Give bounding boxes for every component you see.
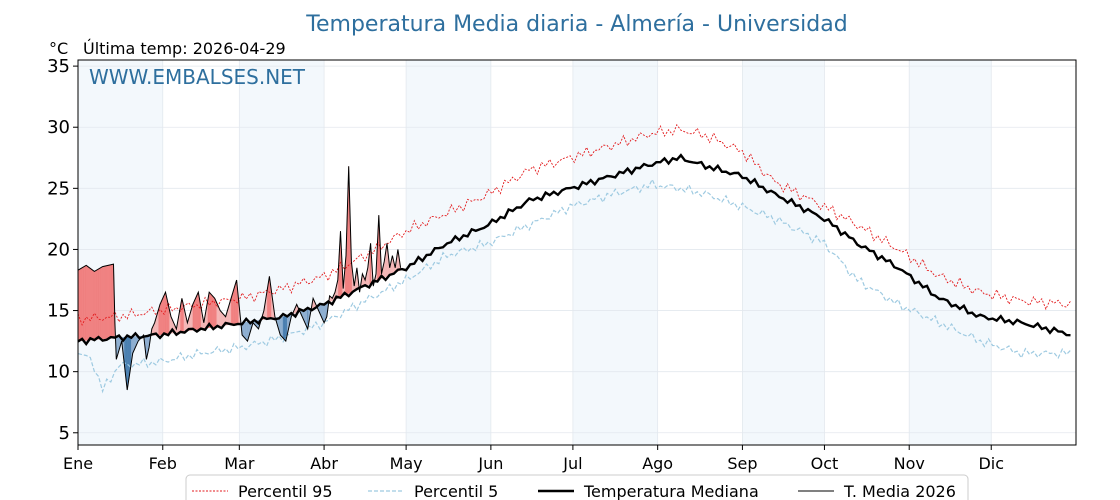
series-lines [77, 123, 1071, 394]
watermark: WWW.EMBALSES.NET [89, 65, 306, 89]
x-tick-label: Mar [224, 454, 255, 473]
x-axis: Ene Feb Mar Abr May Jun Jul Ago Sep Oct Nov Dic [63, 445, 1004, 473]
y-axis: 5 10 15 20 25 30 35 [47, 56, 78, 444]
x-tick-label: Sep [727, 454, 757, 473]
y-tick-label: 35 [47, 56, 70, 77]
x-tick-label: Dic [978, 454, 1004, 473]
legend-label: Percentil 95 [238, 482, 333, 500]
x-tick-label: Ene [63, 454, 93, 473]
month-band-May [406, 60, 491, 445]
x-tick-label: Ago [642, 454, 673, 473]
month-band-Ene [78, 60, 163, 445]
series-line-t-media-2026 [77, 166, 402, 391]
series-line-percentil-5 [77, 178, 1071, 394]
chart-title: Temperatura Media diaria - Almería - Uni… [305, 12, 847, 37]
legend: Percentil 95 Percentil 5 Temperatura Media… [185, 474, 969, 500]
month-band-Jul [572, 60, 658, 445]
series-line-temperatura-mediana [77, 153, 1071, 346]
y-tick-label: 25 [47, 178, 70, 199]
legend-item: T. Media 2026 [798, 482, 956, 500]
legend-item: Percentil 95 [192, 482, 333, 500]
chart-subtitle: Última temp: 2026-04-29 [83, 39, 286, 58]
legend-label: T. Media 2026 [843, 482, 956, 500]
x-tick-label: Abr [310, 454, 338, 473]
plot-frame [77, 59, 1077, 446]
x-tick-label: Nov [894, 454, 925, 473]
x-tick-label: Oct [811, 454, 839, 473]
x-tick-label: May [390, 454, 423, 473]
x-tick-label: Jul [562, 454, 582, 473]
legend-label: Temperatura Mediana [583, 482, 759, 500]
legend-label: Percentil 5 [414, 482, 498, 500]
legend-item: Percentil 5 [368, 482, 498, 500]
y-axis-unit: °C [49, 39, 68, 58]
y-tick-label: 15 [47, 301, 70, 322]
month-bands [78, 60, 992, 445]
series-line-percentil-95 [77, 123, 1071, 327]
month-band-Mar [239, 60, 325, 445]
y-tick-label: 10 [47, 362, 70, 383]
y-tick-label: 30 [47, 117, 70, 138]
legend-item: Temperatura Mediana [538, 482, 759, 500]
y-tick-label: 20 [47, 239, 70, 260]
x-tick-label: Feb [149, 454, 177, 473]
month-band-Nov [909, 60, 992, 445]
y-tick-label: 5 [59, 423, 70, 444]
x-tick-label: Jun [477, 454, 503, 473]
month-band-Sep [742, 60, 825, 445]
legend-box [185, 474, 969, 500]
